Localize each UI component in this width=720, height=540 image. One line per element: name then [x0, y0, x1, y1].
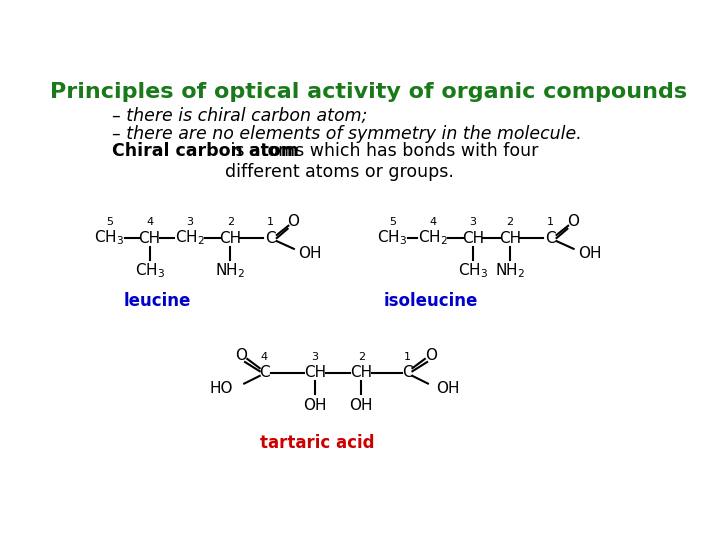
Text: 4: 4 — [429, 217, 436, 227]
Text: OH: OH — [578, 246, 602, 261]
Text: OH: OH — [299, 246, 322, 261]
Text: CH: CH — [139, 231, 161, 246]
Text: is atoms which has bonds with four
different atoms or groups.: is atoms which has bonds with four diffe… — [225, 142, 539, 180]
Text: 1: 1 — [267, 217, 274, 227]
Text: O: O — [425, 348, 437, 363]
Text: CH$_3$: CH$_3$ — [135, 261, 165, 280]
Text: 1: 1 — [547, 217, 554, 227]
Text: CH: CH — [304, 365, 326, 380]
Text: OH: OH — [436, 381, 459, 396]
Text: CH$_2$: CH$_2$ — [175, 229, 205, 247]
Text: CH$_3$: CH$_3$ — [458, 261, 488, 280]
Text: 2: 2 — [506, 217, 513, 227]
Text: CH$_3$: CH$_3$ — [377, 229, 408, 247]
Text: OH: OH — [349, 397, 373, 413]
Text: C: C — [545, 231, 556, 246]
Text: CH: CH — [219, 231, 241, 246]
Text: C: C — [265, 231, 276, 246]
Text: 3: 3 — [469, 217, 477, 227]
Text: CH: CH — [499, 231, 521, 246]
Text: O: O — [235, 348, 247, 363]
Text: Chiral carbon atom: Chiral carbon atom — [112, 142, 299, 160]
Text: OH: OH — [303, 397, 326, 413]
Text: 5: 5 — [106, 217, 113, 227]
Text: 4: 4 — [261, 352, 268, 362]
Text: 2: 2 — [358, 352, 365, 362]
Text: CH: CH — [350, 365, 372, 380]
Text: 3: 3 — [186, 217, 194, 227]
Text: isoleucine: isoleucine — [384, 292, 478, 310]
Text: NH$_2$: NH$_2$ — [215, 261, 246, 280]
Text: HO: HO — [210, 381, 233, 396]
Text: – there is chiral carbon atom;: – there is chiral carbon atom; — [112, 107, 367, 125]
Text: 2: 2 — [227, 217, 234, 227]
Text: CH$_3$: CH$_3$ — [94, 229, 125, 247]
Text: CH$_2$: CH$_2$ — [418, 229, 448, 247]
Text: 1: 1 — [404, 352, 411, 362]
Text: – there are no elements of symmetry in the molecule.: – there are no elements of symmetry in t… — [112, 125, 582, 143]
Text: 3: 3 — [311, 352, 318, 362]
Text: 4: 4 — [146, 217, 153, 227]
Text: Principles of optical activity of organic compounds: Principles of optical activity of organi… — [50, 82, 688, 102]
Text: O: O — [287, 214, 299, 230]
Text: O: O — [567, 214, 579, 230]
Text: tartaric acid: tartaric acid — [260, 434, 374, 453]
Text: CH: CH — [462, 231, 484, 246]
Text: leucine: leucine — [124, 292, 191, 310]
Text: NH$_2$: NH$_2$ — [495, 261, 525, 280]
Text: 5: 5 — [389, 217, 396, 227]
Text: C: C — [259, 365, 270, 380]
Text: C: C — [402, 365, 413, 380]
